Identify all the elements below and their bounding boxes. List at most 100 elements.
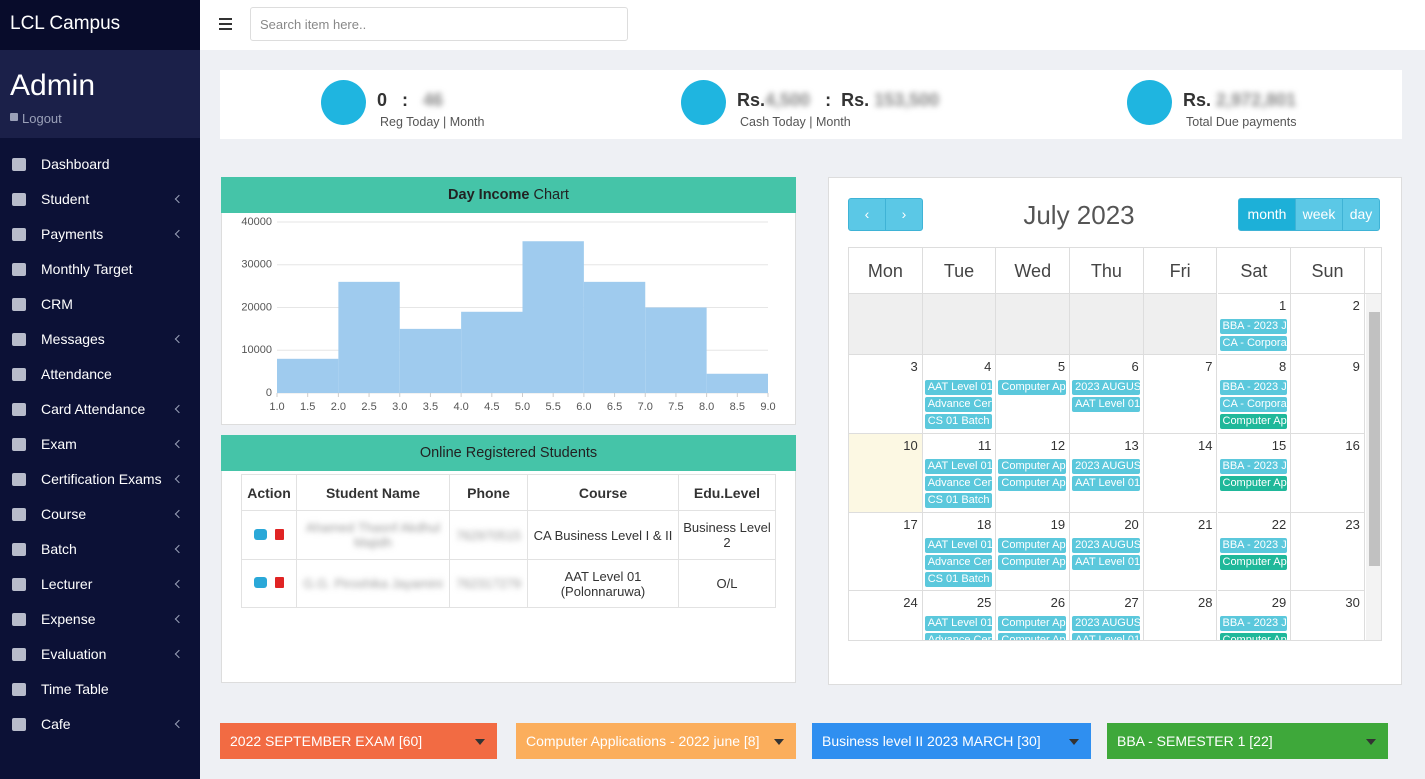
day-cell[interactable]: 2 (1291, 294, 1365, 355)
menu-toggle[interactable] (219, 18, 232, 30)
event[interactable]: AAT Level 01 (924, 459, 993, 474)
event[interactable]: CS 01 Batch (924, 493, 993, 508)
event[interactable]: AAT Level 01 (1072, 397, 1140, 412)
day-cell[interactable] (996, 294, 1071, 355)
menu-item[interactable]: CRM (0, 287, 200, 322)
event[interactable]: Computer Applications (1219, 476, 1288, 491)
search-input[interactable]: Search item here.. (250, 7, 628, 41)
event[interactable]: CA - Corporate (1219, 397, 1288, 412)
day-cell[interactable]: 8 BBA - 2023 JULY CA - Corporate Computer A… (1217, 355, 1292, 434)
menu-item[interactable]: Time Table (0, 672, 200, 707)
event[interactable]: Computer Applications (1219, 633, 1288, 640)
day-cell[interactable]: 7 (1143, 355, 1218, 434)
menu-item[interactable]: Batch (0, 532, 200, 567)
day-cell[interactable]: 19 Computer Applications Computer Applicat… (996, 513, 1071, 591)
menu-item[interactable]: Card Attendance (0, 392, 200, 427)
day-cell[interactable] (1070, 294, 1144, 355)
day-cell[interactable] (849, 294, 923, 355)
day-cell[interactable]: 14 (1143, 434, 1218, 513)
menu-item[interactable]: Messages (0, 322, 200, 357)
menu-item[interactable]: Lecturer (0, 567, 200, 602)
day-cell[interactable]: 23 (1291, 513, 1365, 591)
event[interactable]: Advance Certificate (924, 555, 993, 570)
day-cell[interactable]: 12 Computer Applications Computer Applicat… (996, 434, 1071, 513)
day-cell[interactable]: 30 (1291, 591, 1365, 640)
event[interactable]: 2023 AUGUST (1072, 380, 1140, 395)
day-cell[interactable]: 29 BBA - 2023 JULY Computer Applications (1217, 591, 1292, 640)
day-cell[interactable]: 25 AAT Level 01 Advance Certificate (922, 591, 997, 640)
scrollbar-thumb[interactable] (1368, 312, 1380, 566)
event[interactable]: Computer Applications (998, 633, 1067, 640)
batch-dropdown[interactable]: 2022 SEPTEMBER EXAM [60] (220, 723, 497, 759)
event[interactable]: Computer Applications (998, 380, 1067, 395)
view-button[interactable]: month (1238, 198, 1296, 231)
day-cell[interactable]: 17 (849, 513, 923, 591)
menu-item[interactable]: Evaluation (0, 637, 200, 672)
event[interactable]: BBA - 2023 JULY (1219, 319, 1288, 334)
event[interactable]: Advance Certificate (924, 633, 993, 640)
day-cell[interactable]: 18 AAT Level 01 Advance Certificate CS 01 B… (922, 513, 997, 591)
event[interactable]: Computer Applications (1219, 555, 1288, 570)
prev-button[interactable]: ‹ (848, 198, 886, 231)
menu-item[interactable]: Expense (0, 602, 200, 637)
event[interactable]: AAT Level 01 (924, 380, 993, 395)
delete-icon[interactable] (275, 577, 284, 588)
event[interactable]: AAT Level 01 (1072, 476, 1140, 491)
event[interactable]: AAT Level 01 (924, 616, 993, 631)
day-cell[interactable]: 27 2023 AUGUST AAT Level 01 (1070, 591, 1144, 640)
batch-dropdown[interactable]: Computer Applications - 2022 june [8] (516, 723, 796, 759)
day-cell[interactable]: 11 AAT Level 01 Advance Certificate CS 01 B… (922, 434, 997, 513)
menu-item[interactable]: Exam (0, 427, 200, 462)
day-cell[interactable] (1143, 294, 1218, 355)
event[interactable]: Computer Applications (998, 476, 1067, 491)
day-cell[interactable] (922, 294, 997, 355)
add-icon[interactable] (254, 528, 267, 540)
day-cell[interactable]: 5 Computer Applications (996, 355, 1071, 434)
brand[interactable]: LCL Campus (0, 0, 200, 50)
event[interactable]: CS 01 Batch (924, 414, 993, 429)
day-cell[interactable]: 22 BBA - 2023 JULY Computer Applications (1217, 513, 1292, 591)
day-cell[interactable]: 21 (1143, 513, 1218, 591)
event[interactable]: Computer Applications (998, 538, 1067, 553)
menu-item[interactable]: Monthly Target (0, 252, 200, 287)
event[interactable]: CS 01 Batch (924, 572, 993, 587)
day-cell[interactable]: 3 (849, 355, 923, 434)
menu-item[interactable]: Attendance (0, 357, 200, 392)
day-cell[interactable]: 28 (1143, 591, 1218, 640)
next-button[interactable]: › (885, 198, 923, 231)
event[interactable]: 2023 AUGUST (1072, 616, 1140, 631)
event[interactable]: 2023 AUGUST (1072, 459, 1140, 474)
day-cell[interactable]: 24 (849, 591, 923, 640)
day-cell[interactable]: 16 (1291, 434, 1365, 513)
day-cell[interactable]: 9 (1291, 355, 1365, 434)
menu-item[interactable]: Dashboard (0, 147, 200, 182)
batch-dropdown[interactable]: BBA - SEMESTER 1 [22] (1107, 723, 1388, 759)
menu-item[interactable]: Course (0, 497, 200, 532)
menu-item[interactable]: Student (0, 182, 200, 217)
event[interactable]: CA - Corporate (1219, 336, 1288, 351)
day-cell[interactable]: 1 BBA - 2023 JULY CA - Corporate (1217, 294, 1292, 355)
event[interactable]: BBA - 2023 JULY (1219, 380, 1288, 395)
view-button[interactable]: day (1342, 198, 1380, 231)
delete-icon[interactable] (275, 528, 284, 540)
event[interactable]: 2023 AUGUST (1072, 538, 1140, 553)
menu-item[interactable]: Certification Exams (0, 462, 200, 497)
event[interactable]: Computer Applications (998, 459, 1067, 474)
batch-dropdown[interactable]: Business level II 2023 MARCH [30] (812, 723, 1091, 759)
event[interactable]: Computer Applications (998, 616, 1067, 631)
event[interactable]: BBA - 2023 JULY (1219, 459, 1288, 474)
event[interactable]: AAT Level 01 (924, 538, 993, 553)
event[interactable]: Computer Applications (1219, 414, 1288, 429)
event[interactable]: Advance Certificate (924, 397, 993, 412)
event[interactable]: Advance Certificate (924, 476, 993, 491)
event[interactable]: AAT Level 01 (1072, 633, 1140, 640)
logout[interactable]: Logout (22, 111, 62, 126)
event[interactable]: BBA - 2023 JULY (1219, 616, 1288, 631)
event[interactable]: Computer Applications (998, 555, 1067, 570)
day-cell[interactable]: 15 BBA - 2023 JULY Computer Applications (1217, 434, 1292, 513)
day-cell[interactable]: 13 2023 AUGUST AAT Level 01 (1070, 434, 1144, 513)
add-icon[interactable] (254, 577, 267, 588)
day-cell[interactable]: 20 2023 AUGUST AAT Level 01 (1070, 513, 1144, 591)
menu-item[interactable]: Cafe (0, 707, 200, 742)
view-button[interactable]: week (1295, 198, 1343, 231)
